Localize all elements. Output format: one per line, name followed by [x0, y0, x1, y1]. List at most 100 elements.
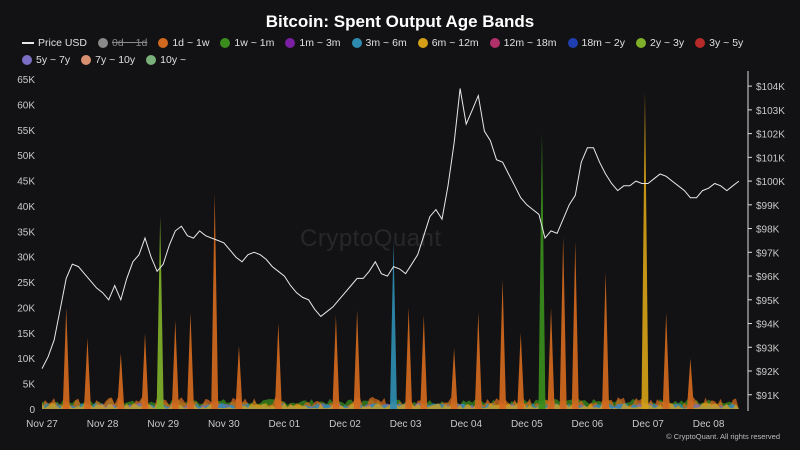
legend-label: 0d ~ 1d	[112, 37, 148, 49]
spike-1d-1w	[602, 271, 610, 409]
y-right-tick-label: $97K	[756, 248, 780, 259]
legend-item-2y-3y[interactable]: 2y ~ 3y	[635, 36, 685, 50]
legend-label: 18m ~ 2y	[581, 37, 625, 49]
legend-item-1m-3m[interactable]: 1m ~ 3m	[285, 36, 341, 50]
spike-1d-1w	[571, 241, 579, 409]
x-tick-label: Dec 08	[693, 419, 725, 430]
spike-1d-1w	[171, 320, 179, 409]
legend-item-18m-2y[interactable]: 18m ~ 2y	[567, 36, 625, 50]
legend-item-price-usd[interactable]: Price USD	[22, 36, 87, 50]
x-tick-label: Nov 28	[87, 419, 119, 430]
spike-1d-1w	[662, 312, 670, 409]
y-left-tick-label: 50K	[17, 151, 35, 162]
legend-swatch	[22, 55, 32, 65]
legend-item-1d-1w[interactable]: 1d ~ 1w	[158, 36, 209, 50]
legend: Price USD 0d ~ 1d 1d ~ 1w 1w ~ 1m 1m ~ 3m 3m …	[22, 36, 792, 67]
spike-1d-1w	[274, 322, 282, 409]
legend-swatch	[285, 38, 296, 48]
legend-item-5y-7y[interactable]: 5y ~ 7y	[22, 53, 70, 67]
y-left-tick-label: 15K	[17, 329, 35, 340]
spike-1d-1w	[420, 315, 428, 409]
y-right-tick-label: $99K	[756, 201, 780, 212]
spike-1d-1w	[547, 307, 555, 409]
x-tick-label: Dec 06	[572, 419, 604, 430]
legend-label: 6m ~ 12m	[431, 37, 479, 49]
y-right-tick-label: $93K	[756, 343, 780, 354]
y-right-tick-label: $101K	[756, 153, 785, 164]
legend-item-7y-10y[interactable]: 7y ~ 10y	[81, 53, 135, 67]
y-right-tick-label: $96K	[756, 272, 780, 283]
x-tick-label: Dec 07	[632, 419, 664, 430]
y-left-tick-label: 25K	[17, 278, 35, 289]
legend-label: 2y ~ 3y	[649, 37, 685, 49]
legend-item-6m-12m[interactable]: 6m ~ 12m	[417, 36, 479, 50]
y-right-tick-label: $91K	[756, 391, 780, 402]
spike-1d-1w	[62, 307, 70, 409]
legend-swatch	[695, 38, 706, 48]
y-left-tick-label: 45K	[17, 177, 35, 188]
y-right-tick-label: $103K	[756, 106, 785, 117]
legend-item-0d-1d[interactable]: 0d ~ 1d	[98, 36, 147, 50]
legend-label: 10y ~	[160, 54, 187, 66]
y-right-tick-label: $92K	[756, 367, 780, 378]
spike-2y-3y	[156, 216, 164, 409]
legend-swatch	[635, 38, 646, 48]
x-tick-label: Nov 30	[208, 419, 240, 430]
legend-swatch	[489, 38, 500, 48]
legend-label: 1m ~ 3m	[299, 37, 341, 49]
legend-swatch	[158, 38, 169, 48]
y-right-tick-label: $98K	[756, 225, 780, 236]
legend-label: 12m ~ 18m	[503, 37, 557, 49]
spike-1d-1w	[83, 337, 91, 409]
legend-swatch	[220, 38, 231, 48]
legend-item-1w-1m[interactable]: 1w ~ 1m	[220, 36, 274, 50]
x-tick-label: Nov 29	[147, 419, 179, 430]
legend-label: 7y ~ 10y	[95, 54, 136, 66]
spike-3m-6m	[389, 241, 397, 409]
legend-label: 5y ~ 7y	[36, 54, 71, 66]
legend-swatch	[81, 55, 92, 65]
spike-1d-1w	[186, 312, 194, 409]
legend-item-3m-6m[interactable]: 3m ~ 6m	[351, 36, 407, 50]
legend-label: Price USD	[38, 37, 88, 49]
legend-swatch	[417, 38, 428, 48]
legend-label: 1w ~ 1m	[234, 37, 275, 49]
spike-1d-1w	[517, 332, 525, 409]
y-left-tick-label: 10K	[17, 354, 35, 365]
x-tick-label: Dec 04	[450, 419, 482, 430]
spike-1d-1w	[405, 307, 413, 409]
x-tick-label: Dec 03	[390, 419, 422, 430]
y-right-tick-label: $94K	[756, 320, 780, 331]
y-left-tick-label: 40K	[17, 202, 35, 213]
x-tick-label: Dec 01	[269, 419, 301, 430]
y-left-tick-label: 60K	[17, 100, 35, 111]
x-tick-label: Dec 05	[511, 419, 543, 430]
y-right-tick-label: $102K	[756, 130, 785, 141]
chart-title: Bitcoin: Spent Output Age Bands	[265, 12, 535, 31]
legend-item-3y-5y[interactable]: 3y ~ 5y	[695, 36, 743, 50]
legend-swatch	[22, 42, 34, 44]
y-right-tick-label: $100K	[756, 177, 785, 188]
y-right-tick-label: $95K	[756, 296, 780, 307]
spike-1d-1w	[211, 193, 219, 409]
legend-swatch	[351, 38, 362, 48]
spike-1d-1w	[141, 332, 149, 409]
spike-1d-1w	[559, 236, 567, 409]
price-usd-line	[41, 88, 740, 369]
y-left-tick-label: 35K	[17, 227, 35, 238]
spike-1d-1w	[474, 312, 482, 409]
y-left-tick-label: 5K	[23, 380, 36, 391]
y-left-tick-label: 20K	[17, 303, 35, 314]
spike-1d-1w	[235, 345, 243, 409]
y-right-tick-label: $104K	[756, 82, 785, 93]
y-left-tick-label: 0	[29, 405, 35, 416]
spike-1d-1w	[499, 279, 507, 409]
legend-label: 1d ~ 1w	[172, 37, 210, 49]
legend-label: 3y ~ 5y	[709, 37, 744, 49]
legend-swatch	[146, 55, 157, 65]
legend-item-10y-[interactable]: 10y ~	[146, 53, 186, 67]
legend-swatch	[567, 38, 578, 48]
legend-item-12m-18m[interactable]: 12m ~ 18m	[489, 36, 557, 50]
legend-swatch	[98, 38, 109, 48]
spike-6m-12m	[641, 91, 649, 409]
